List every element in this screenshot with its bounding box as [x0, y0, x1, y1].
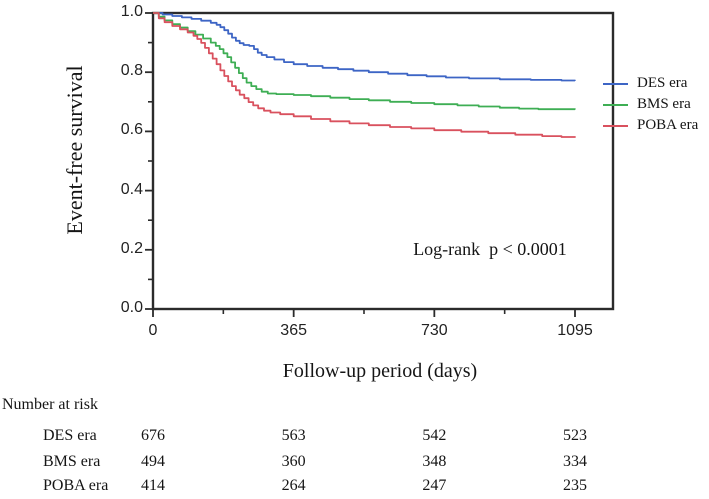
- y-tick-label: 1.0: [120, 3, 143, 20]
- x-axis-title: Follow-up period (days): [282, 360, 478, 382]
- legend-item: DES era: [603, 73, 698, 94]
- des-era-curve: [153, 12, 576, 82]
- axis-ticks: [145, 12, 576, 317]
- legend-label: BMS era: [637, 96, 691, 112]
- risk-value: 348: [422, 453, 447, 470]
- legend-line-swatch: [603, 103, 628, 106]
- risk-row-label: BMS era: [43, 453, 101, 470]
- risk-value: 247: [422, 477, 447, 494]
- plot-border: [151, 11, 615, 311]
- survival-curves: [153, 12, 576, 138]
- risk-row-label: DES era: [43, 427, 97, 444]
- y-tick-label: 0.4: [120, 180, 143, 198]
- y-tick-label: 0.0: [120, 299, 143, 316]
- legend-label: DES era: [637, 75, 688, 91]
- risk-value: 360: [281, 453, 306, 470]
- log-rank-annotation: Log-rank p < 0.0001: [413, 239, 567, 259]
- km-plot: [145, 11, 615, 317]
- legend-item: BMS era: [603, 94, 698, 115]
- x-tick-label: 0: [148, 322, 158, 339]
- legend-label: POBA era: [637, 117, 699, 133]
- risk-table-title: Number at risk: [2, 396, 98, 413]
- risk-value: 523: [563, 427, 587, 444]
- legend-line-swatch: [603, 82, 628, 85]
- y-tick-label: 0.6: [120, 121, 143, 139]
- risk-row-label: POBA era: [43, 477, 109, 494]
- risk-value: 235: [563, 477, 587, 494]
- legend-item: POBA era: [603, 115, 698, 136]
- y-tick-label: 0.8: [120, 62, 143, 80]
- poba-era-curve: [153, 12, 576, 138]
- x-tick-label: 365: [280, 322, 307, 339]
- bms-era-curve: [153, 12, 576, 111]
- risk-value: 563: [281, 427, 306, 444]
- x-tick-label: 1095: [557, 322, 593, 339]
- x-tick-label: 730: [420, 322, 448, 339]
- y-axis-title: Event-free survival: [62, 65, 87, 235]
- risk-value: 676: [141, 427, 165, 444]
- legend-line-swatch: [603, 124, 628, 127]
- legend: DES era BMS era POBA era: [603, 73, 698, 136]
- risk-value: 334: [563, 453, 587, 470]
- risk-value: 494: [141, 453, 165, 470]
- risk-value: 414: [141, 477, 165, 494]
- risk-value: 264: [281, 477, 306, 494]
- risk-value: 542: [422, 427, 447, 444]
- y-tick-label: 0.2: [120, 239, 143, 257]
